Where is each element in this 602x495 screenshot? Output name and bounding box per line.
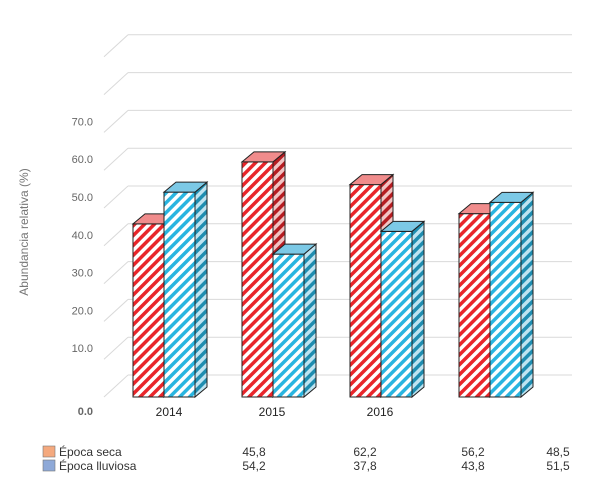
- bar-top: [488, 191, 535, 203]
- grid-line-slant: [103, 72, 129, 95]
- data-table-value: 51,5: [546, 459, 570, 473]
- bar-front: [163, 191, 196, 398]
- y-tick-label: 50.0: [72, 192, 93, 204]
- x-category-label: 2014: [156, 405, 183, 419]
- bars: [131, 150, 535, 399]
- grid-line-slant: [103, 110, 129, 133]
- data-table-value: 37,8: [353, 459, 377, 473]
- x-category-label: 2015: [259, 405, 286, 419]
- y-axis-ticks: 0.0 10.0 20.0 30.0 40.0 50.0 60.0 70.0: [72, 116, 93, 418]
- grid-line-slant: [103, 34, 129, 58]
- legend-swatch: [42, 445, 56, 458]
- y-tick-label: 0.0: [78, 406, 93, 418]
- data-table-value: 48,5: [546, 445, 570, 459]
- bar-epoca-lluviosa-2016: [379, 220, 426, 399]
- bar-epoca-lluviosa-2014: [162, 181, 209, 399]
- grid-line-slant: [103, 374, 129, 398]
- y-tick-label: 40.0: [72, 230, 93, 242]
- data-table-value: 54,2: [242, 459, 266, 473]
- legend-swatch: [42, 459, 56, 472]
- bar-front: [489, 201, 522, 398]
- bar-front: [132, 223, 165, 398]
- legend-series-name: Época seca: [59, 444, 122, 459]
- grid-line-slant: [103, 185, 129, 209]
- bar-top: [348, 174, 395, 186]
- bar-top: [162, 181, 209, 193]
- grid-line-slant: [103, 147, 129, 171]
- bar-side: [411, 220, 425, 399]
- bar-epoca-lluviosa-2015: [271, 243, 318, 399]
- data-table-value: 62,2: [353, 445, 377, 459]
- bar-epoca-lluviosa-group4: [488, 191, 535, 399]
- data-table-value: 43,8: [461, 459, 485, 473]
- bar-side: [520, 191, 534, 399]
- bar-top: [379, 220, 426, 232]
- y-tick-label: 30.0: [72, 268, 93, 280]
- grid-line-slant: [103, 261, 129, 284]
- bar-front: [380, 230, 413, 398]
- data-table-value: 45,8: [242, 445, 266, 459]
- x-category-label: 2016: [367, 405, 394, 419]
- legend-series-name: Época lluviosa: [59, 458, 137, 473]
- y-axis-label: Abundancia relativa (%): [17, 168, 31, 295]
- bar-front: [458, 213, 491, 398]
- y-tick-label: 60.0: [72, 154, 93, 166]
- grid-line-slant: [103, 299, 129, 322]
- bar-front: [272, 253, 305, 398]
- bar-front: [349, 184, 382, 398]
- y-tick-label: 70.0: [72, 116, 93, 128]
- bar-side: [194, 181, 208, 399]
- data-table-value: 56,2: [461, 445, 485, 459]
- bar-front: [241, 161, 274, 398]
- bar-side: [303, 243, 317, 399]
- grid-line-slant: [103, 336, 129, 360]
- y-tick-label: 20.0: [72, 305, 93, 317]
- y-tick-label: 10.0: [72, 343, 93, 355]
- bar-top: [240, 151, 287, 163]
- grid-line-slant: [103, 223, 129, 247]
- bar-top: [271, 243, 318, 255]
- legend-table: Época seca 45,8 62,2 56,2 48,5 Época lluviosa…: [42, 444, 570, 473]
- x-axis-categories: 2014 2015 2016: [156, 405, 394, 419]
